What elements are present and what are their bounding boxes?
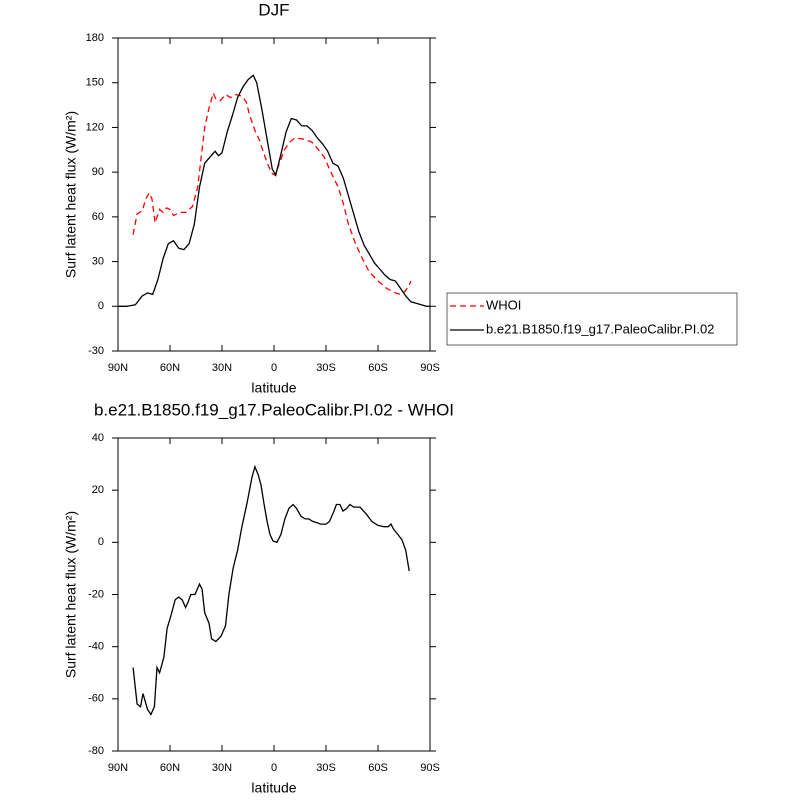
x-tick-label: 30N [212,762,232,774]
legend-box [446,292,738,346]
x-axis-label: latitude [251,780,296,796]
y-tick-label: -20 [88,588,104,600]
y-tick-label: 0 [98,300,104,312]
y-tick-label: 90 [92,166,104,178]
plot-frame [117,437,431,752]
y-tick-label: 40 [92,432,104,444]
x-tick-label: 0 [271,362,277,374]
x-tick-label: 30S [316,762,336,774]
data-line [132,464,410,716]
y-axis-label: Surf latent heat flux (W/m²) [63,511,79,678]
legend-label: b.e21.B1850.f19_g17.PaleoCalibr.PI.02 [486,321,714,336]
y-tick-label: 20 [92,484,104,496]
x-tick-label: 30N [212,362,232,374]
x-tick-label: 60N [160,762,180,774]
y-tick-label: -80 [88,745,104,757]
x-tick-label: 30S [316,362,336,374]
y-tick-label: 180 [86,32,104,44]
y-axis-label: Surf latent heat flux (W/m²) [63,111,79,278]
x-tick-label: 0 [271,762,277,774]
chart-title: b.e21.B1850.f19_g17.PaleoCalibr.PI.02 - … [94,400,454,419]
y-tick-label: 60 [92,211,104,223]
x-tick-label: 60N [160,362,180,374]
x-axis-label: latitude [251,380,296,396]
y-tick-label: 150 [86,77,104,89]
x-tick-label: 90S [420,762,440,774]
y-tick-label: -30 [88,345,104,357]
plot-frame [117,37,431,352]
x-tick-label: 60S [368,362,388,374]
x-tick-label: 90S [420,362,440,374]
y-tick-label: 30 [92,255,104,267]
chart-title: DJF [258,0,289,19]
y-tick-label: 0 [98,536,104,548]
x-tick-label: 90N [108,762,128,774]
y-tick-label: 120 [86,121,104,133]
x-tick-label: 60S [368,762,388,774]
y-tick-label: -40 [88,641,104,653]
data-line [118,74,430,307]
x-tick-label: 90N [108,362,128,374]
legend-label: WHOI [486,297,521,312]
y-tick-label: -60 [88,693,104,705]
data-line [132,91,412,296]
